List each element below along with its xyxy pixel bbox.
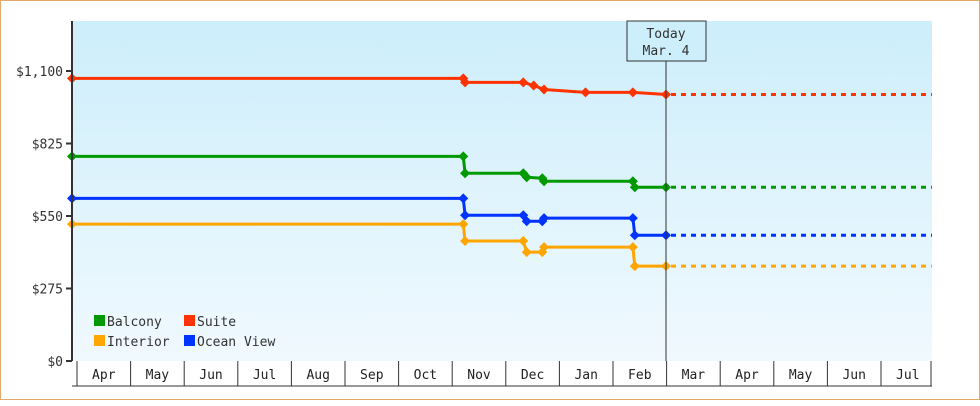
today-label: Today (646, 27, 685, 42)
data-point-marker[interactable] (521, 216, 532, 227)
data-point-marker[interactable] (629, 182, 640, 193)
series-layer (67, 73, 932, 272)
x-tick-label: Jun (842, 368, 865, 383)
x-tick-label: Mar (682, 368, 706, 383)
data-point-marker[interactable] (528, 80, 539, 91)
y-tick-label: $1,100 (16, 65, 63, 80)
data-point-marker[interactable] (539, 176, 550, 187)
legend-item-ocean-view[interactable]: Ocean View (184, 335, 275, 350)
series-ocean-view (67, 193, 932, 241)
data-point-marker[interactable] (539, 84, 550, 95)
x-tick-label: Sep (360, 368, 384, 383)
x-tick-label: Jul (253, 368, 276, 383)
x-tick-label: Oct (414, 368, 437, 383)
legend-item-balcony[interactable]: Balcony (94, 315, 162, 330)
legend: Balcony Suite Interior Ocean View (94, 315, 275, 350)
data-point-marker[interactable] (460, 210, 471, 221)
legend-label: Ocean View (197, 335, 275, 350)
data-point-marker[interactable] (521, 172, 532, 183)
x-tick-label: Apr (735, 368, 759, 383)
legend-item-interior[interactable]: Interior (94, 335, 170, 350)
legend-swatch (94, 315, 105, 326)
data-point-marker[interactable] (629, 261, 640, 272)
series-suite (67, 73, 932, 100)
today-date: Mar. 4 (643, 44, 690, 59)
x-tick-label: Jul (896, 368, 919, 383)
data-point-marker[interactable] (627, 242, 638, 253)
x-tick-label: May (789, 368, 813, 383)
data-point-marker[interactable] (580, 87, 591, 98)
y-tick-label: $825 (32, 138, 63, 153)
x-tick-label: Apr (92, 368, 116, 383)
x-tick-label: Jan (574, 368, 597, 383)
data-point-marker[interactable] (460, 168, 471, 179)
data-point-marker[interactable] (458, 193, 469, 204)
legend-swatch (184, 335, 195, 346)
legend-item-suite[interactable]: Suite (184, 315, 236, 330)
legend-label: Interior (107, 335, 170, 350)
x-tick-label: May (146, 368, 170, 383)
data-point-marker[interactable] (521, 247, 532, 258)
data-point-marker[interactable] (460, 236, 471, 247)
data-point-marker[interactable] (627, 213, 638, 224)
x-tick-label: Feb (628, 368, 652, 383)
data-point-marker[interactable] (629, 230, 640, 241)
x-tick-label: Aug (306, 368, 329, 383)
data-point-marker[interactable] (458, 219, 469, 230)
legend-label: Suite (197, 315, 236, 330)
y-tick-label: $0 (47, 355, 63, 370)
data-point-marker[interactable] (518, 236, 529, 247)
data-point-marker[interactable] (627, 87, 638, 98)
x-tick-label: Dec (521, 368, 544, 383)
x-tick-label: Nov (467, 368, 491, 383)
data-point-marker[interactable] (458, 151, 469, 162)
legend-swatch (184, 315, 195, 326)
y-tick-label: $550 (32, 210, 63, 225)
data-point-marker[interactable] (539, 213, 550, 224)
data-point-marker[interactable] (518, 77, 529, 88)
legend-label: Balcony (107, 315, 162, 330)
x-tick-label: Jun (199, 368, 222, 383)
data-point-marker[interactable] (539, 242, 550, 253)
plot-area (72, 21, 932, 361)
series-balcony (67, 151, 932, 193)
today-callout (626, 20, 707, 62)
today-marker: Today Mar. 4 (626, 20, 707, 361)
axes: $0 $275 $550 $825 $1,100 Apr May Jun Jul Aug Sep Oc… (16, 21, 932, 387)
y-tick-label: $275 (32, 283, 63, 298)
data-point-marker[interactable] (460, 77, 471, 88)
legend-swatch (94, 335, 105, 346)
